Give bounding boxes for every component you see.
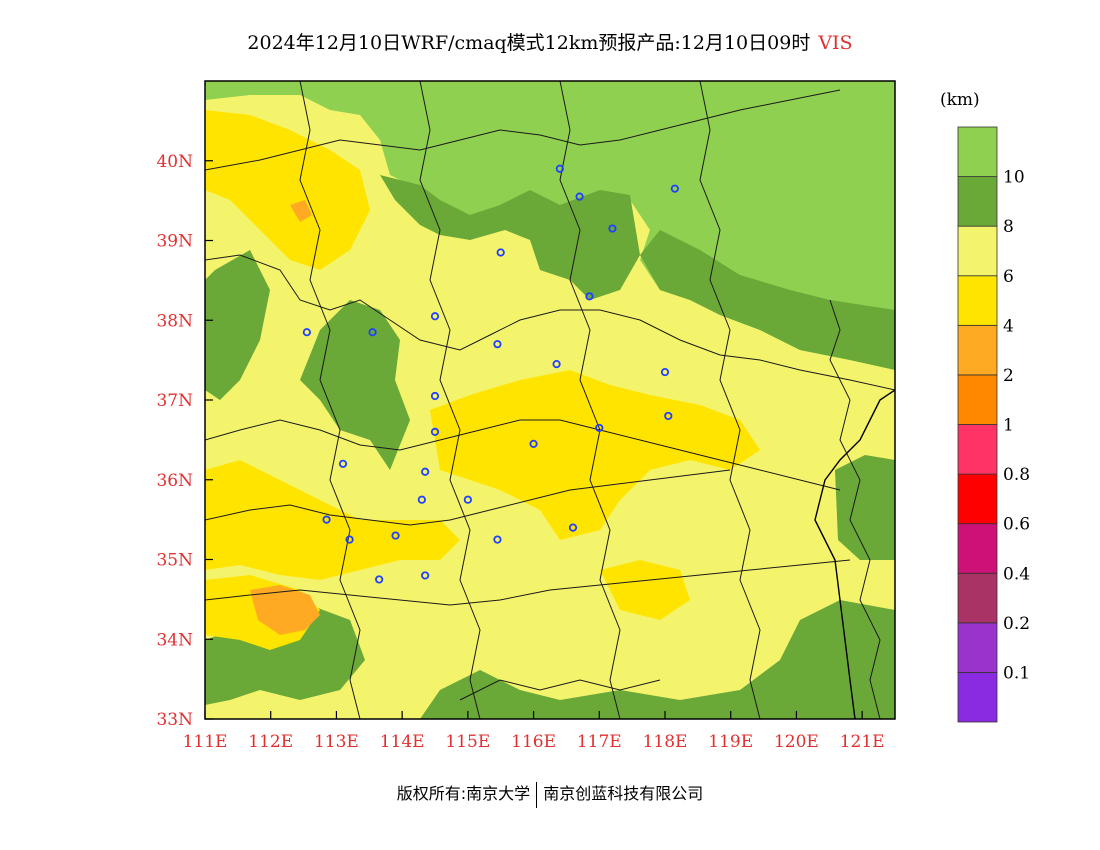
city-marker [391, 531, 400, 540]
coastline [814, 389, 895, 719]
green-band-south [420, 600, 895, 719]
lon-tick-label: 117E [577, 732, 622, 752]
city-marker [430, 391, 440, 401]
city-marker [302, 328, 311, 337]
green-band-north [380, 175, 640, 300]
haze-patch-north [205, 110, 370, 270]
low-visibility-patch-north [290, 200, 312, 222]
city-marker [585, 292, 594, 301]
lat-tick-label: 35N [156, 551, 193, 571]
lon-tick-label: 114E [380, 732, 425, 752]
city-marker [595, 423, 604, 433]
city-marker [421, 571, 430, 580]
longitude-axis: 111E 112E 113E 114E 115E 116E 117E 118E 119E 120E… [183, 711, 885, 752]
footer-left: 版权所有:南京大学 [396, 784, 531, 803]
green-band-northeast [640, 230, 895, 370]
city-marker [368, 328, 377, 337]
city-marker [575, 192, 584, 201]
lon-tick-label: 119E [708, 732, 753, 752]
city-marker [493, 340, 502, 349]
green-band-west [205, 250, 270, 400]
city-marker [493, 535, 502, 544]
lon-tick-label: 111E [183, 732, 228, 752]
lat-tick-label: 37N [156, 391, 193, 411]
city-marker [338, 459, 348, 468]
city-marker [430, 312, 440, 321]
lon-tick-label: 120E [774, 732, 819, 752]
city-marker [421, 467, 430, 476]
footer-separator [536, 781, 538, 808]
city-marker [496, 248, 505, 257]
city-marker [555, 164, 564, 173]
city-marker [664, 411, 673, 421]
city-marker [568, 523, 578, 532]
lat-tick-label: 38N [156, 311, 193, 331]
lon-tick-label: 116E [511, 732, 556, 752]
boundaries [205, 81, 895, 719]
lon-tick-label: 112E [248, 732, 293, 752]
lon-tick-label: 113E [314, 732, 359, 752]
city-marker [670, 184, 679, 193]
lat-tick-label: 39N [156, 232, 193, 252]
city-marker [463, 495, 472, 504]
city-markers [302, 164, 679, 584]
low-visibility-patch [250, 585, 320, 635]
map-title: 2024年12月10日WRF/cmaq模式12km预报产品:12月10日09时 V… [0, 28, 1100, 55]
copyright-footer: 版权所有:南京大学 南京创蓝科技有限公司 [0, 780, 1100, 808]
footer-right: 南京创蓝科技有限公司 [543, 784, 704, 803]
city-marker [529, 439, 538, 448]
title-text: 2024年12月10日WRF/cmaq模式12km预报产品:12月10日09时 [247, 32, 811, 54]
city-marker [608, 224, 617, 233]
lon-tick-label: 121E [840, 732, 885, 752]
lat-tick-label: 34N [156, 630, 193, 650]
city-marker [322, 515, 331, 524]
lat-tick-label: 36N [156, 471, 193, 491]
city-marker [345, 535, 354, 544]
map-field [205, 81, 895, 719]
legend-unit: (km) [940, 90, 980, 110]
city-marker [660, 367, 670, 377]
city-marker [375, 575, 384, 584]
latitude-axis: 33N 34N 35N 36N 37N 38N 39N 40N [156, 152, 213, 730]
lon-tick-label: 118E [643, 732, 688, 752]
city-marker [417, 495, 426, 504]
variable-name: VIS [818, 32, 853, 54]
haze-patch-south [600, 560, 690, 620]
lon-tick-label: 115E [445, 732, 490, 752]
lat-tick-label: 33N [156, 710, 193, 730]
haze-patch-west [205, 460, 460, 580]
city-marker [430, 427, 440, 436]
city-marker [552, 360, 561, 369]
lat-tick-label: 40N [156, 152, 193, 172]
green-band-coast [835, 455, 895, 560]
